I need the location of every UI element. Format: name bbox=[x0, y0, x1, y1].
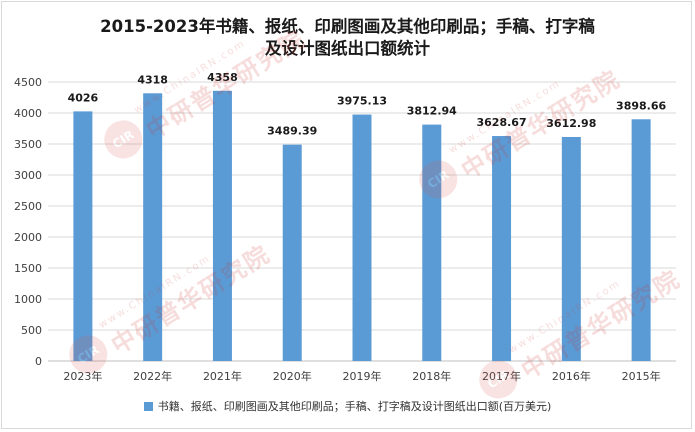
chart-title: 2015-2023年书籍、报纸、印刷图画及其他印刷品；手稿、打字稿 及设计图纸出… bbox=[0, 16, 695, 60]
data-label: 3489.39 bbox=[267, 125, 317, 138]
y-tick-label: 500 bbox=[21, 324, 42, 337]
x-tick-label: 2018年 bbox=[412, 369, 451, 383]
bar bbox=[492, 136, 512, 361]
legend-label: 书籍、报纸、印刷图画及其他印刷品；手稿、打字稿及设计图纸出口额(百万美元) bbox=[157, 400, 552, 413]
data-label: 3628.67 bbox=[477, 116, 527, 129]
bar bbox=[143, 93, 163, 361]
x-tick-label: 2021年 bbox=[203, 369, 242, 383]
bar bbox=[352, 114, 372, 362]
chart-title-line2: 及设计图纸出口额统计 bbox=[265, 39, 430, 58]
data-label: 3612.98 bbox=[546, 117, 596, 130]
x-tick-label: 2019年 bbox=[343, 369, 382, 383]
y-tick-label: 3000 bbox=[14, 169, 42, 182]
x-tick-label: 2020年 bbox=[273, 369, 312, 383]
bar bbox=[422, 124, 442, 361]
chart-legend: 书籍、报纸、印刷图画及其他印刷品；手稿、打字稿及设计图纸出口额(百万美元) bbox=[0, 398, 695, 414]
bar bbox=[73, 111, 93, 361]
x-tick-label: 2017年 bbox=[482, 369, 521, 383]
y-tick-label: 2500 bbox=[14, 200, 42, 213]
bar bbox=[212, 90, 232, 361]
x-tick-label: 2015年 bbox=[622, 369, 661, 383]
y-tick-label: 0 bbox=[35, 355, 42, 368]
y-tick-label: 3500 bbox=[14, 138, 42, 151]
chart-title-line1: 2015-2023年书籍、报纸、印刷图画及其他印刷品；手稿、打字稿 bbox=[100, 17, 595, 36]
legend-swatch bbox=[143, 401, 153, 411]
y-tick-label: 1500 bbox=[14, 262, 42, 275]
bar bbox=[282, 144, 302, 361]
y-tick-label: 2000 bbox=[14, 231, 42, 244]
bar bbox=[561, 136, 581, 361]
data-label: 4026 bbox=[68, 91, 99, 104]
data-label: 3975.13 bbox=[337, 95, 387, 108]
y-tick-label: 4000 bbox=[14, 107, 42, 120]
data-label: 3898.66 bbox=[616, 99, 666, 112]
y-tick-label: 4500 bbox=[14, 76, 42, 89]
data-label: 4318 bbox=[137, 73, 168, 86]
y-tick-label: 1000 bbox=[14, 293, 42, 306]
x-tick-label: 2023年 bbox=[63, 369, 102, 383]
data-label: 4358 bbox=[207, 71, 238, 84]
data-label: 3812.94 bbox=[407, 105, 457, 118]
bar bbox=[631, 119, 651, 361]
x-tick-label: 2016年 bbox=[552, 369, 591, 383]
x-tick-label: 2022年 bbox=[133, 369, 172, 383]
